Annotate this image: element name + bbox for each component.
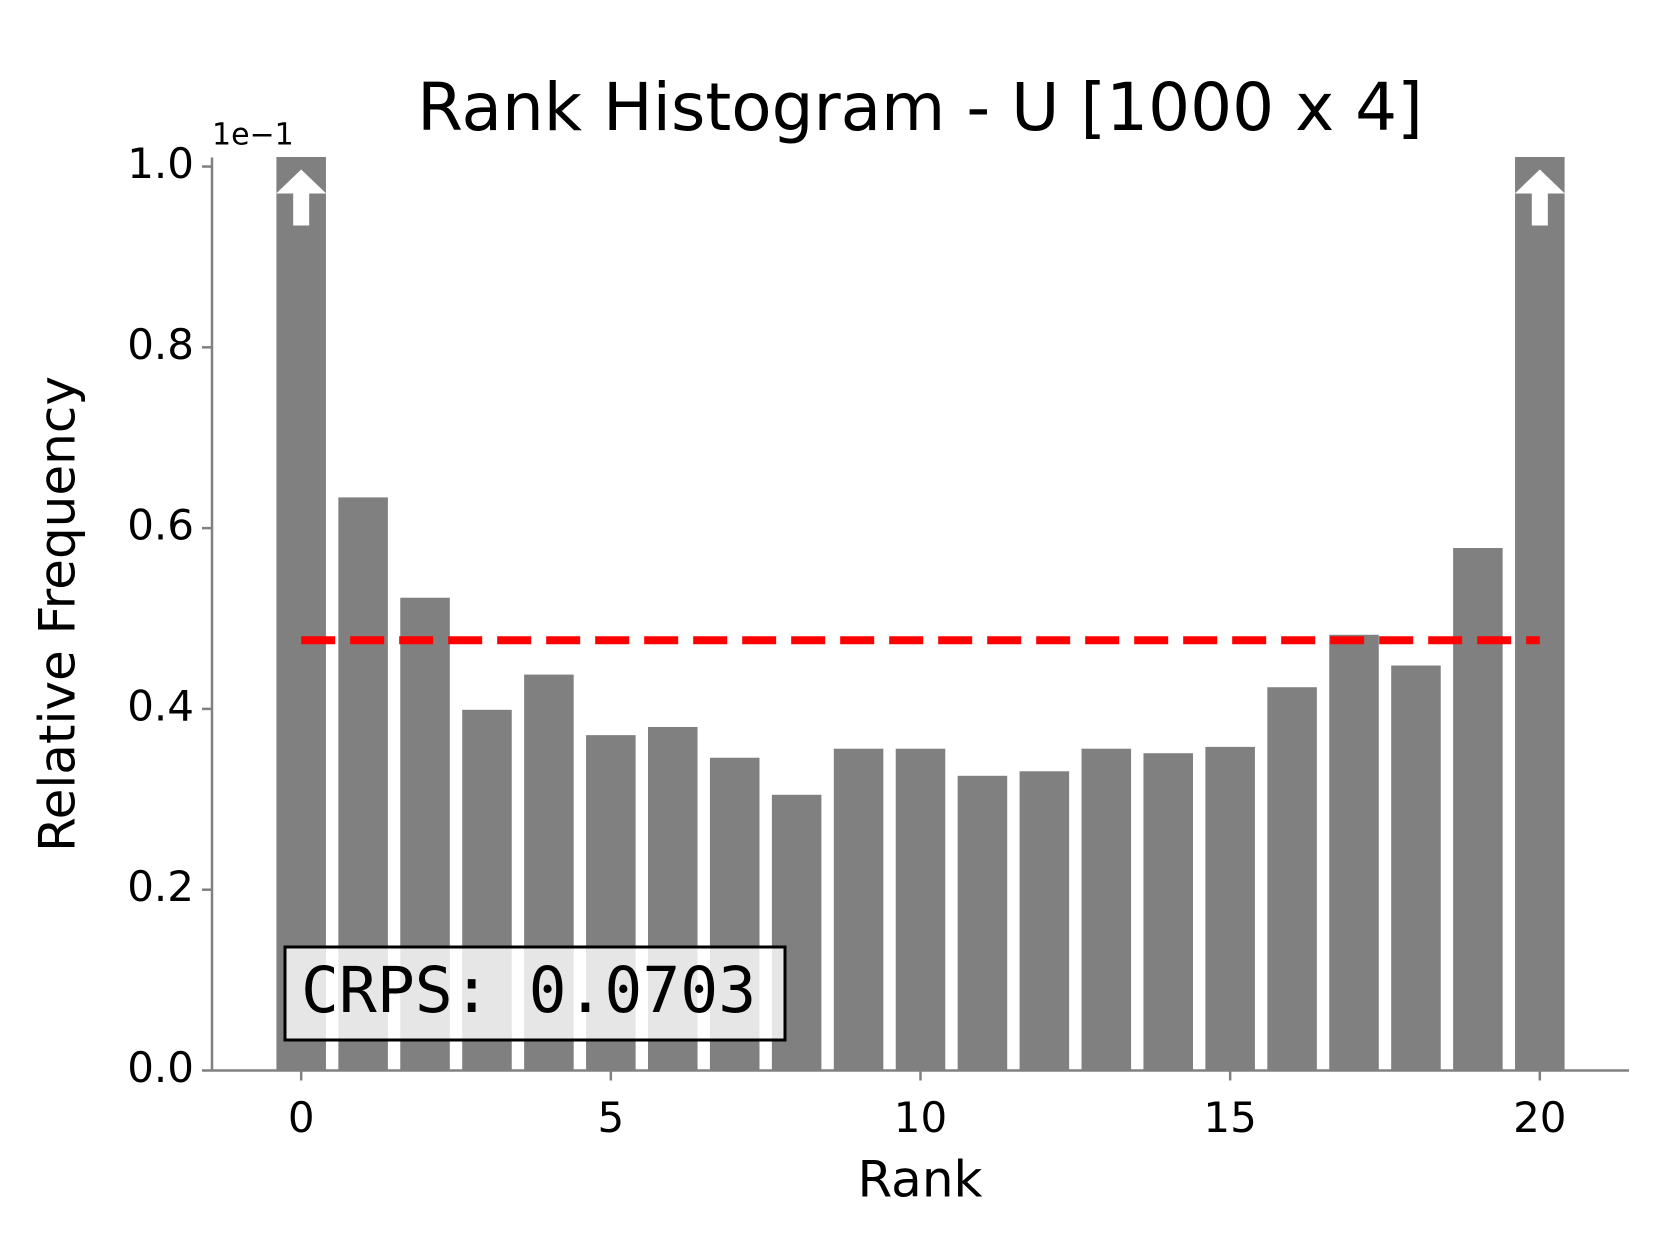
bar (1453, 548, 1503, 1071)
overflow-arrow (276, 169, 327, 226)
bar (1081, 748, 1132, 1071)
y-offset-label: 1e−1 (212, 118, 294, 153)
x-tick-label: 20 (1513, 1093, 1566, 1142)
x-tick-label: 15 (1203, 1093, 1256, 1142)
bar (1391, 665, 1441, 1071)
annotation: CRPS: 0.0703 (301, 954, 756, 1027)
y-tick-label: 0.4 (127, 681, 194, 730)
y-tick-label: 1.0 (127, 139, 194, 188)
bar (895, 748, 946, 1071)
annotation-box (283, 945, 787, 1042)
bar (833, 748, 884, 1071)
y-tick-label: 0.2 (127, 862, 194, 911)
bar (1143, 753, 1193, 1071)
bar (276, 157, 326, 1071)
overflow-arrow (1514, 169, 1565, 226)
bar (957, 775, 1008, 1071)
y-axis-label: Relative Frequency (29, 376, 87, 852)
y-tick-label: 0.0 (127, 1043, 194, 1092)
chart-title: Rank Histogram - U [1000 x 4] (417, 69, 1423, 146)
bar (1019, 771, 1070, 1071)
y-tick-label: 0.8 (127, 320, 194, 369)
x-tick-label: 5 (597, 1093, 624, 1142)
bar (1329, 634, 1379, 1071)
x-axis-label: Rank (858, 1151, 983, 1209)
y-tick-label: 0.6 (127, 501, 194, 550)
bar (1205, 746, 1255, 1071)
bar (1515, 157, 1565, 1071)
x-tick-label: 0 (288, 1093, 315, 1142)
bar (1267, 687, 1317, 1071)
x-tick-label: 10 (894, 1093, 947, 1142)
